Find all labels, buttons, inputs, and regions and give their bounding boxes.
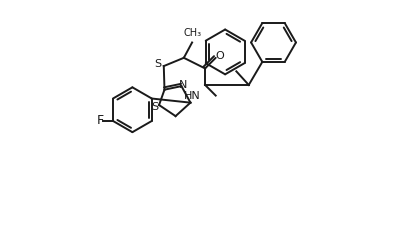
Text: O: O	[215, 51, 224, 61]
Text: N: N	[179, 80, 187, 90]
Text: CH₃: CH₃	[184, 28, 202, 38]
Text: S: S	[151, 102, 158, 112]
Text: HN: HN	[184, 91, 200, 101]
Text: F: F	[97, 114, 104, 127]
Text: S: S	[154, 59, 162, 69]
